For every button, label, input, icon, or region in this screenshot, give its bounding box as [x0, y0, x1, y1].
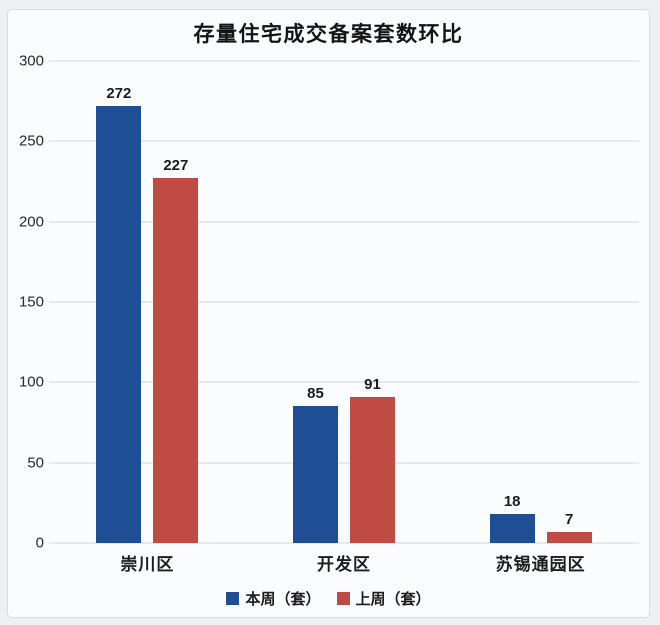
legend: 本周（套） 上周（套）: [8, 588, 649, 609]
y-tick-label-250: 250: [18, 132, 44, 150]
value-label: 85: [307, 385, 324, 403]
bar-series-2-group-3: [546, 531, 592, 543]
bar-group-2: 85 91: [246, 61, 443, 543]
gridline-0: [49, 542, 639, 544]
bar-series-2-group-2: [350, 396, 395, 543]
value-label: 91: [364, 375, 381, 393]
chart-card: 存量住宅成交备案套数环比 272 227 85 91 18 7 崇川区 开发区 苏锡通园区 本…: [7, 9, 650, 618]
bar-group-3: 18 7: [442, 61, 639, 543]
plot-area: 272 227 85 91 18 7: [49, 60, 639, 544]
value-label: 7: [565, 510, 574, 528]
legend-swatch-icon: [226, 592, 240, 605]
bar-series-1-group-3: [489, 514, 535, 543]
y-tick-label-300: 300: [18, 52, 44, 70]
legend-label: 本周（套）: [245, 591, 321, 608]
y-tick-label-100: 100: [18, 373, 44, 391]
bar-groups: 272 227 85 91 18 7: [49, 61, 639, 543]
legend-item-1: 本周（套）: [226, 588, 321, 609]
chart-title: 存量住宅成交备案套数环比: [193, 23, 464, 46]
value-label: 18: [503, 493, 521, 511]
bar-group-1: 272 227: [49, 61, 246, 543]
gridline-150: [49, 301, 639, 303]
legend-swatch-icon: [336, 592, 350, 605]
gridline-100: [49, 381, 639, 384]
y-tick-label-150: 150: [18, 293, 44, 311]
bar-with-label: 85: [293, 386, 338, 543]
value-label: 227: [163, 157, 189, 175]
gridline-250: [49, 140, 639, 143]
bar-series-1-group-1: [96, 106, 142, 543]
bar-with-label: 272: [96, 85, 142, 543]
legend-item-2: 上周（套）: [336, 588, 431, 609]
y-tick-label-50: 50: [27, 454, 44, 472]
gridline-50: [49, 461, 639, 464]
bar-series-1-group-2: [293, 406, 338, 543]
x-category-label: 苏锡通园区: [495, 555, 586, 574]
bar-with-label: 18: [489, 493, 535, 543]
bar-with-label: 7: [546, 510, 592, 543]
gridline-200: [49, 220, 639, 223]
value-label: 272: [106, 85, 132, 102]
gridline-300: [49, 60, 639, 62]
legend-label: 上周（套）: [355, 591, 431, 608]
y-tick-label-200: 200: [18, 213, 44, 231]
bar-with-label: 227: [153, 157, 199, 543]
x-axis-labels: 崇川区 开发区 苏锡通园区: [49, 550, 639, 575]
x-category-label: 崇川区: [120, 555, 175, 574]
x-category-label: 开发区: [317, 555, 371, 574]
bar-with-label: 91: [350, 377, 395, 543]
y-tick-label-0: 0: [35, 534, 44, 552]
bar-series-2-group-1: [153, 178, 199, 543]
